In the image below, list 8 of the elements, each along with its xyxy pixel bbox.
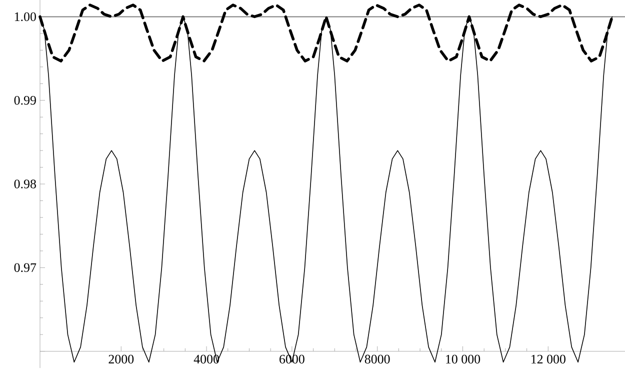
x-tick-label: 12 000 [531, 354, 566, 364]
y-tick-label: 1.00 [14, 12, 36, 22]
y-tick-label: 0.97 [14, 263, 36, 272]
y-tick-label: 0.98 [14, 180, 36, 188]
x-tick-label: 10 000 [446, 354, 480, 364]
x-tick-label: 8000 [364, 354, 390, 364]
y-tick-label: 0.99 [14, 96, 36, 105]
x-tick-label: 2000 [108, 354, 134, 364]
